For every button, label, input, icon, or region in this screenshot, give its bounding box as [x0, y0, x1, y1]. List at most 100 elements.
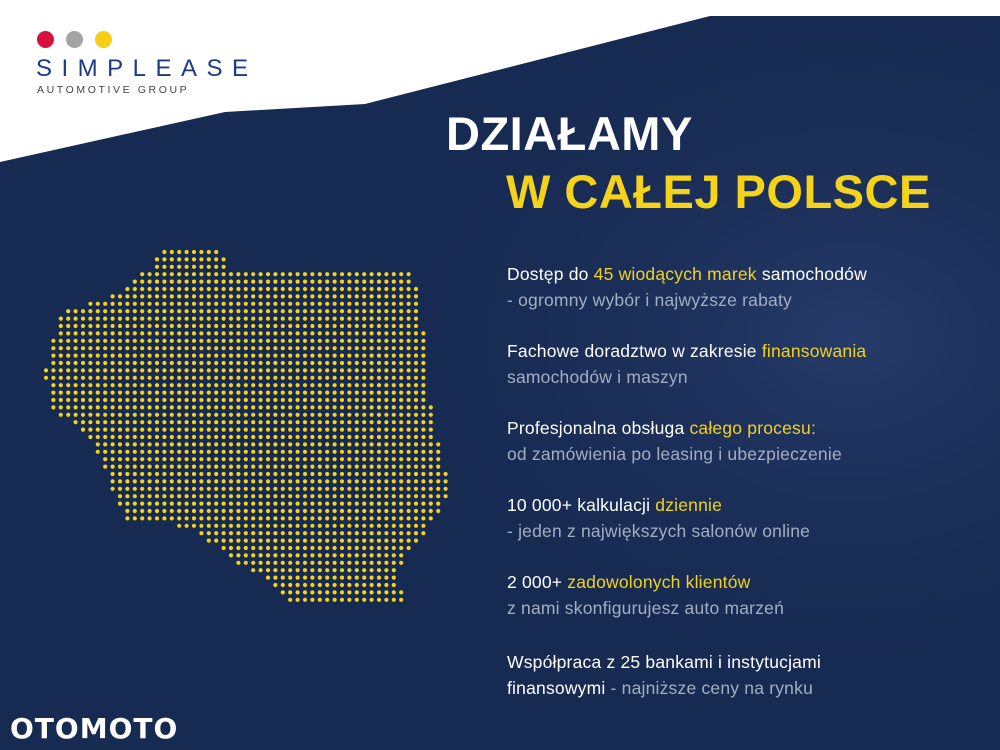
map-dot [117, 331, 123, 336]
map-dot [362, 590, 367, 595]
map-dot [295, 360, 300, 366]
map-dot [117, 442, 123, 447]
map-dot [391, 338, 396, 343]
map-dot [125, 457, 130, 462]
map-dot [132, 279, 137, 284]
map-dot [413, 383, 419, 388]
map-dot [384, 501, 389, 506]
map-dot [295, 538, 300, 543]
map-dot [132, 323, 137, 329]
map-dot [310, 508, 315, 514]
map-dot [391, 464, 396, 469]
map-dot [332, 316, 337, 321]
map-dot [214, 449, 219, 454]
map-dot [413, 360, 419, 366]
map-dot [169, 390, 174, 395]
map-dot [214, 257, 219, 262]
map-dot [58, 360, 63, 366]
map-dot [354, 597, 359, 602]
map-dot [110, 442, 115, 447]
map-dot [384, 286, 389, 292]
map-dot [140, 368, 145, 373]
map-dot [73, 309, 78, 314]
map-dot [103, 331, 108, 336]
map-dot [243, 479, 248, 484]
map-dot [147, 286, 152, 292]
map-dot [169, 516, 174, 521]
map-dot [125, 471, 130, 477]
map-dot [332, 338, 337, 343]
map-dot [154, 353, 160, 358]
map-dot [169, 508, 174, 514]
map-dot [399, 309, 404, 314]
map-dot [302, 582, 308, 588]
map-dot [413, 508, 419, 514]
map-dot [443, 486, 448, 491]
map-dot [339, 531, 345, 536]
map-dot [169, 442, 174, 447]
map-dot [347, 501, 352, 506]
map-dot [95, 346, 100, 351]
map-dot [317, 279, 322, 284]
map-dot [125, 427, 130, 432]
map-dot [339, 449, 345, 454]
map-dot [347, 545, 352, 551]
map-dot [214, 323, 219, 329]
map-dot [221, 427, 226, 432]
text: samochodów [756, 264, 867, 284]
map-dot [147, 353, 152, 358]
map-dot [302, 286, 308, 292]
map-dot [376, 346, 382, 351]
map-dot [369, 494, 374, 499]
map-dot [288, 508, 293, 514]
map-dot [310, 560, 315, 565]
map-dot [265, 508, 271, 514]
map-dot [132, 360, 137, 366]
map-dot [125, 434, 130, 440]
map-dot [258, 294, 263, 299]
map-dot [288, 309, 293, 314]
map-dot [73, 405, 78, 410]
feature-item: Współpraca z 25 bankami i instytucjami f… [507, 649, 821, 701]
map-dot [302, 590, 308, 595]
map-dot [332, 508, 337, 514]
map-dot [273, 582, 278, 588]
map-dot [177, 494, 182, 499]
map-dot [140, 405, 145, 410]
map-dot [236, 420, 241, 425]
map-dot [258, 471, 263, 477]
map-dot [325, 405, 330, 410]
map-dot [362, 523, 367, 528]
map-dot [406, 516, 411, 521]
map-dot [58, 383, 63, 388]
map-dot [88, 323, 93, 329]
map-dot [199, 257, 204, 262]
map-dot [117, 368, 123, 373]
map-dot [421, 464, 426, 469]
map-dot [354, 353, 359, 358]
map-dot [288, 531, 293, 536]
map-dot [236, 338, 241, 343]
map-dot [206, 405, 211, 410]
map-dot [354, 486, 359, 491]
map-dot [103, 405, 108, 410]
map-dot [391, 301, 396, 306]
map-dot [413, 390, 419, 395]
map-dot [236, 368, 241, 373]
map-dot [199, 338, 204, 343]
map-dot [288, 568, 293, 573]
map-dot [399, 449, 404, 454]
map-dot [399, 412, 404, 417]
map-dot [154, 405, 160, 410]
map-dot [162, 486, 167, 491]
map-dot [413, 457, 419, 462]
map-dot [347, 272, 352, 277]
map-dot [191, 272, 197, 277]
map-dot [236, 331, 241, 336]
map-dot [317, 597, 322, 602]
map-dot [177, 294, 182, 299]
map-dot [295, 442, 300, 447]
map-dot [421, 360, 426, 366]
map-dot [280, 545, 285, 551]
map-dot [147, 294, 152, 299]
